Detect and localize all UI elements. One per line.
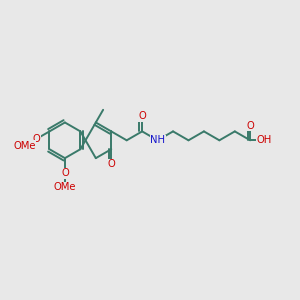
Text: OMe: OMe bbox=[13, 141, 36, 151]
Text: O: O bbox=[138, 111, 146, 122]
Text: NH: NH bbox=[150, 135, 165, 145]
Text: O: O bbox=[61, 168, 69, 178]
Text: OH: OH bbox=[256, 135, 272, 145]
Text: OMe: OMe bbox=[54, 182, 76, 192]
Text: O: O bbox=[246, 121, 254, 131]
Text: O: O bbox=[107, 159, 115, 170]
Text: O: O bbox=[32, 134, 40, 144]
